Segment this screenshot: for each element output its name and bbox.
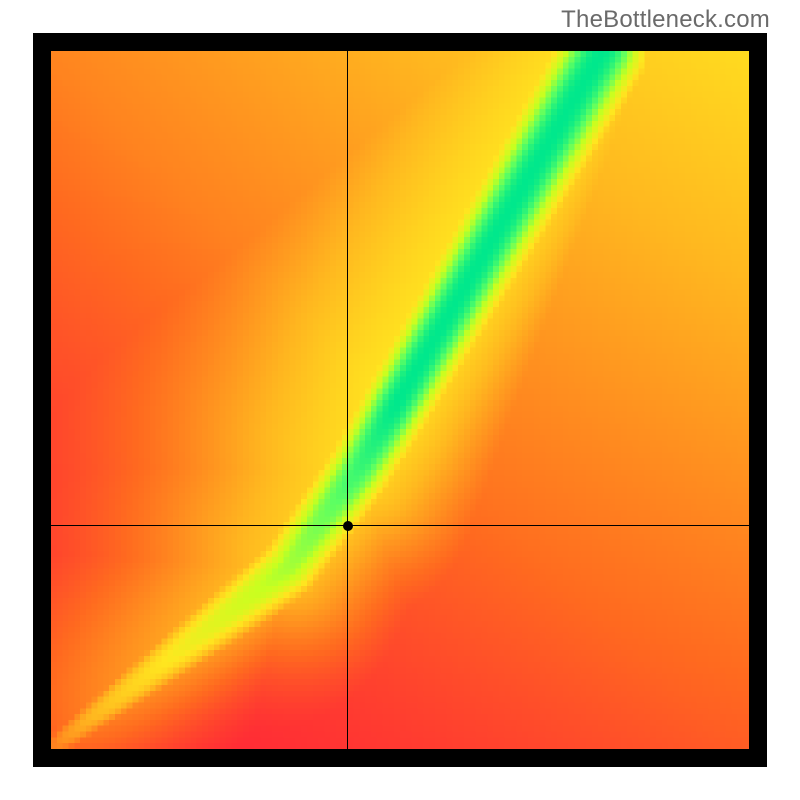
chart-container: { "watermark": { "text": "TheBottleneck.… [0,0,800,800]
bottleneck-heatmap [51,51,749,749]
watermark-text: TheBottleneck.com [561,6,770,34]
crosshair-horizontal [51,525,749,526]
crosshair-vertical [347,51,348,749]
crosshair-dot [343,521,353,531]
